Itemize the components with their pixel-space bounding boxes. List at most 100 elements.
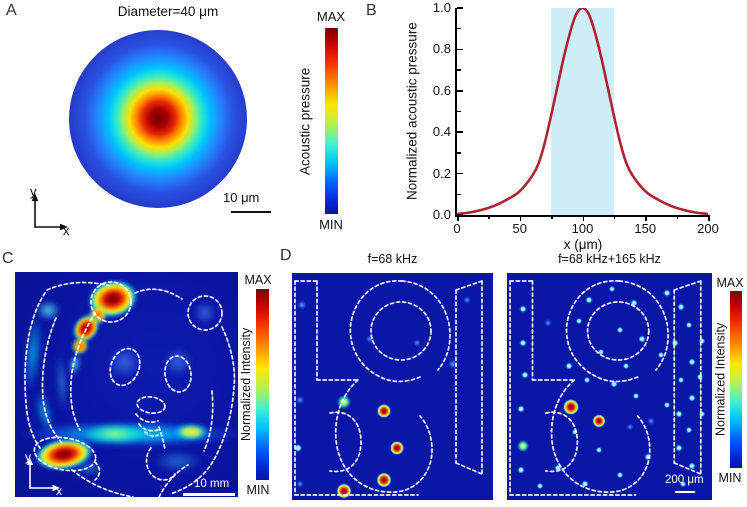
particle-dot [663, 401, 671, 409]
particle-dot [698, 337, 706, 345]
x-tick [519, 215, 522, 221]
particle-dot [389, 440, 405, 456]
axis-x-label: x [56, 484, 62, 496]
particle-dot [583, 376, 591, 384]
particle-dot [376, 471, 393, 488]
particle-dot [412, 339, 421, 348]
y-tick-label: 1.0 [432, 0, 451, 15]
particle-dot [630, 298, 639, 307]
particle-dot [571, 428, 579, 436]
arrow-up-icon [31, 193, 39, 201]
particle-dot [554, 464, 563, 473]
particle-dot [447, 358, 459, 370]
y-tick [457, 214, 463, 216]
scalebar-line-d [675, 491, 695, 493]
particle-dot [609, 380, 618, 389]
particle-dot [462, 296, 471, 305]
panel-a-label: A [6, 2, 17, 19]
panel-b-label: B [366, 2, 377, 19]
particle-dot [626, 423, 634, 431]
axis-indicator-a: y x [22, 184, 72, 236]
panel-a-title: Diameter=40 μm [117, 4, 219, 19]
particle-dot [675, 443, 684, 452]
colorbar-a-max: MAX [316, 9, 346, 24]
x-tick [488, 215, 490, 219]
particle-dot [562, 398, 580, 416]
colorbar-d-max: MAX [716, 276, 744, 290]
scalebar-label-c: 10 mm [194, 478, 230, 490]
x-tick-label: 50 [512, 221, 527, 236]
axis-y-label: y [30, 184, 37, 199]
particle-dot [687, 461, 696, 470]
panel-d-label: D [280, 247, 292, 264]
colorbar-d-min: MIN [718, 471, 742, 485]
colorbar-c-label: Normalized Intensity [239, 327, 253, 442]
x-tick-label: 150 [634, 221, 657, 236]
particle-dot [632, 392, 640, 400]
arrow-right-icon [60, 223, 68, 231]
colorbar-d-label: Normalized Intensity [713, 322, 728, 437]
particle-dot [646, 416, 655, 425]
colorbar-a-label: Acoustic pressure [297, 67, 313, 175]
y-tick [457, 172, 463, 175]
particle-dot [519, 305, 528, 314]
particle-dot [580, 480, 589, 489]
y-tick [457, 152, 461, 154]
particle-dot [519, 339, 528, 348]
particle-dot [685, 321, 693, 329]
y-tick [457, 131, 463, 133]
particle-dot [585, 296, 593, 305]
y-tick [457, 193, 461, 196]
x-tick [645, 215, 647, 221]
particle-dot [675, 409, 684, 418]
particle-dot [376, 403, 392, 419]
particle-dot [685, 426, 693, 434]
particle-dot [687, 393, 696, 402]
particle-dot [687, 357, 696, 366]
scalebar-label-d: 200 μm [665, 474, 704, 486]
colorbar-c-max: MAX [244, 273, 272, 287]
particle-dot [622, 362, 630, 370]
x-tick [582, 215, 585, 221]
letters-dashed-outline [509, 279, 702, 496]
y-tick [457, 7, 463, 9]
intensity-blob [153, 449, 203, 473]
x-tick [551, 215, 553, 219]
y-tick-label: 0.0 [432, 207, 451, 222]
y-tick-label: 0.8 [432, 41, 451, 57]
particle-dot [297, 299, 308, 310]
particle-dot [657, 351, 665, 359]
intensity-blob [36, 300, 61, 321]
particle-dot [296, 480, 305, 489]
y-tick-label: 0.2 [432, 165, 451, 181]
x-tick-label: 200 [697, 221, 719, 236]
panda-intensity-map: y x 10 mm [15, 272, 238, 497]
y-tick [457, 27, 461, 30]
particle-dot [597, 348, 605, 356]
particle-dot [295, 395, 305, 405]
panel-c-label: C [2, 250, 14, 267]
colorbar-a [325, 28, 338, 214]
particle-dot [521, 371, 530, 380]
x-tick [457, 215, 459, 221]
colorbar-a-min: MIN [319, 217, 343, 232]
particle-dot [662, 289, 671, 298]
intensity-blob [192, 300, 217, 325]
particle-dot [293, 443, 303, 453]
scalebar-label-a: 10 μm [223, 190, 260, 205]
pressure-profile-plot [455, 7, 708, 217]
particle-dot [595, 446, 603, 454]
particle-dot [638, 334, 647, 343]
particle-dot [677, 376, 685, 384]
axis-y-label: y [25, 450, 31, 464]
scalebar-line-c [183, 493, 235, 496]
y-tick [457, 48, 463, 51]
colorbar-c [256, 289, 269, 480]
y-tick-label: 0.6 [432, 82, 451, 98]
particle-dot [671, 339, 680, 348]
particle-dot [616, 471, 624, 479]
x-tick-label: 0 [453, 221, 461, 236]
particle-dot [365, 334, 375, 344]
x-tick-label: 100 [571, 221, 594, 236]
